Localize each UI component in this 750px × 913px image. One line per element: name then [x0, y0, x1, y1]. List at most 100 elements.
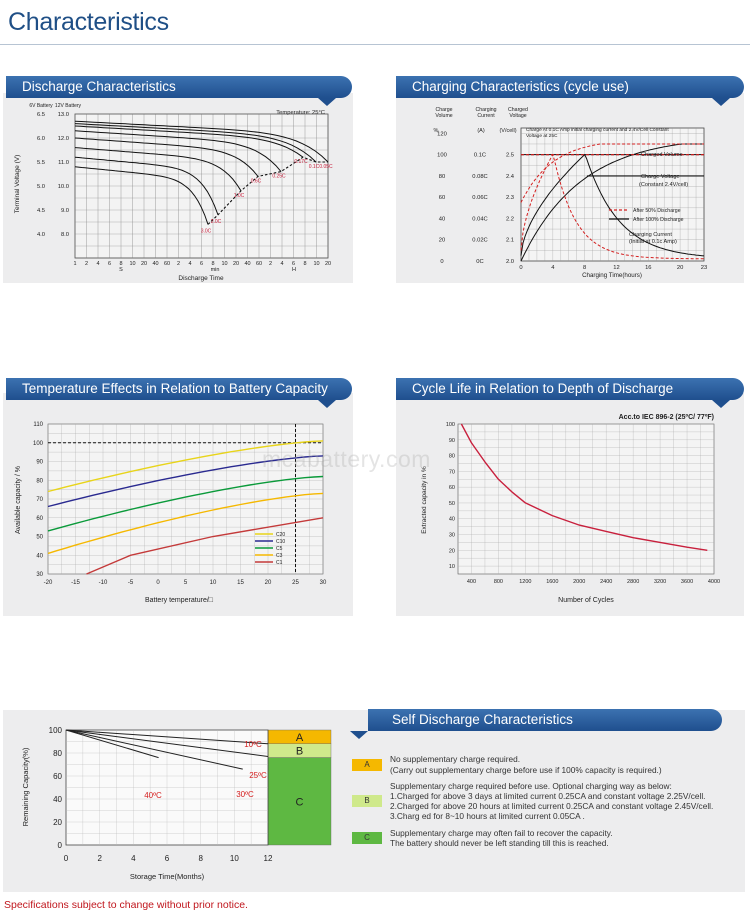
- y-tick-label: 90: [449, 438, 455, 444]
- y-tick-label: 80: [449, 454, 455, 460]
- self-discharge-line: [65, 729, 159, 759]
- series-label: 10ºC: [244, 740, 262, 749]
- watermark: mcabattery.com: [262, 446, 431, 472]
- y-tick-label: 100: [446, 422, 455, 428]
- axis-unit: %: [434, 128, 439, 134]
- curve-label: 0.1C: [309, 164, 320, 170]
- y-tick-6v: 4.5: [37, 208, 45, 214]
- x-tick-label: 2800: [627, 579, 639, 585]
- y-tick-12v: 11.0: [58, 160, 69, 166]
- x-tick-label: 4000: [708, 579, 720, 585]
- x-tick-label: -5: [128, 580, 134, 586]
- y-axis-title: Available capacity / %: [15, 466, 22, 534]
- legend-b-line-2: 1.Charged for above 3 days at limited cu…: [390, 791, 706, 801]
- x-tick-label: 4: [280, 261, 283, 267]
- x-tick-label: 25: [292, 580, 299, 586]
- current-tick: 0.06C: [472, 195, 487, 201]
- x-tick-label: 6: [165, 854, 170, 863]
- y-tick-12v: 9.0: [61, 208, 69, 214]
- page-title: Characteristics: [8, 8, 169, 36]
- x-tick-label: 1600: [546, 579, 558, 585]
- curve-label: 3.0C: [201, 228, 212, 234]
- x-tick-label: 2000: [573, 579, 585, 585]
- capacity-series-c20: [47, 440, 324, 493]
- x-tick-label: -15: [71, 580, 80, 586]
- curve-label: 1.0C: [234, 193, 245, 199]
- voltage-tick: 2.2: [506, 216, 514, 222]
- charging-chart: ChargeVolume%ChargingCurrent(A)ChargedVo…: [434, 107, 708, 279]
- axis-header: Volume: [435, 113, 452, 119]
- charge-voltage-rise-50: [520, 154, 704, 251]
- x-tick-label: 8: [211, 261, 214, 267]
- legend-a-line-2: (Carry out supplementary charge before u…: [390, 765, 662, 775]
- discharge-curve: [74, 166, 209, 225]
- x-axis-title: Discharge Time: [178, 275, 224, 282]
- y-axis-title: Terminal Voltage (V): [14, 155, 21, 214]
- y-tick-label: 100: [49, 726, 63, 735]
- y-tick-label: 60: [449, 485, 455, 491]
- temperature-banner-tail: [318, 400, 336, 408]
- legend-b-line-3: 2.Charged for above 20 hours at limited …: [390, 801, 714, 811]
- x-tick-label: 5: [184, 580, 188, 586]
- x-tick-label: 2400: [600, 579, 612, 585]
- temperature-banner: Temperature Effects in Relation to Batte…: [6, 378, 352, 400]
- capacity-series-c3: [47, 492, 324, 555]
- y-tick-6v: 4.0: [37, 232, 45, 238]
- current-tick: 0.04C: [472, 216, 487, 222]
- x-tick-label: 400: [467, 579, 476, 585]
- x-tick-label: 4: [188, 261, 191, 267]
- x-tick-label: 30: [320, 580, 327, 586]
- x-tick-label: 16: [645, 265, 651, 271]
- annotation-charge-voltage: Charge Voltage: [641, 174, 680, 180]
- x-tick-label: 6: [108, 261, 111, 267]
- legend-label-c1: C1: [276, 560, 283, 566]
- legend-key-a: A: [352, 759, 382, 771]
- x-tick-label: 2: [177, 261, 180, 267]
- x-axis-title: Number of Cycles: [558, 597, 614, 604]
- y-tick-label: 50: [36, 535, 43, 541]
- charging-banner-tail: [712, 98, 730, 106]
- x-tick-label: 2: [97, 854, 102, 863]
- current-tick: 0.1C: [474, 153, 486, 159]
- series-label: 25ºC: [249, 771, 267, 780]
- discharge-curve: [74, 123, 317, 163]
- x-tick-label: 20: [265, 580, 272, 586]
- series-label: 40ºC: [144, 791, 162, 800]
- capacity-series-c10: [47, 455, 324, 508]
- y-tick-label: 20: [449, 548, 455, 554]
- x-tick-label: 3200: [654, 579, 666, 585]
- voltage-tick: 2.4: [506, 174, 515, 180]
- voltage-tick: 2.0: [506, 259, 514, 265]
- discharge-curve: [74, 147, 242, 192]
- legend-50-label: After 50% Discharge: [633, 208, 681, 214]
- x-tick-label: 40: [152, 261, 158, 267]
- x-tick-label: 6: [200, 261, 203, 267]
- legend-label-c5: C5: [276, 546, 283, 552]
- x-tick-label: 4: [551, 265, 555, 271]
- self-discharge-line: [65, 729, 269, 745]
- volume-tick: 100: [437, 153, 447, 159]
- curve-label: 2.0C: [211, 219, 222, 225]
- y-tick-6v: 6.0: [37, 136, 45, 142]
- x-tick-label: 2: [269, 261, 272, 267]
- y-tick-label: 110: [33, 422, 43, 428]
- annotation-charging-current: Charging Current: [629, 232, 672, 238]
- x-tick-label: 3600: [681, 579, 693, 585]
- current-tick: 0.02C: [472, 238, 487, 244]
- discharge-chart: 1 2 4 6 8 10 20 40 60 2 4 6 8 10 20 40 60 2 4 6 8 10 20 13.0 12.…: [14, 103, 333, 282]
- capacity-series-c5: [47, 475, 324, 532]
- discharge-curve: [74, 125, 304, 158]
- x-unit-label: S: [119, 267, 123, 273]
- y-tick-label: 70: [36, 497, 43, 503]
- self-discharge-chart: AB C 0 2 4 6 8 10 12 100 80 60 40 20 0 Storage Time(Mon…: [21, 726, 332, 881]
- x-tick-label: 60: [256, 261, 262, 267]
- axis-unit: (V/cell): [499, 128, 516, 134]
- y-tick-label: 30: [449, 533, 455, 539]
- condition-line-2: Voltage at 25C: [526, 133, 558, 139]
- legend-b-line-4: 3.Charg ed for 8~10 hours at limited cur…: [390, 811, 585, 821]
- cycle-banner-tail: [712, 400, 730, 408]
- y-tick-12v: 12.0: [58, 136, 69, 142]
- x-tick-label: -20: [44, 580, 53, 586]
- temperature-note: Temperature: 25°C: [276, 110, 325, 116]
- self-discharge-line: [65, 729, 269, 757]
